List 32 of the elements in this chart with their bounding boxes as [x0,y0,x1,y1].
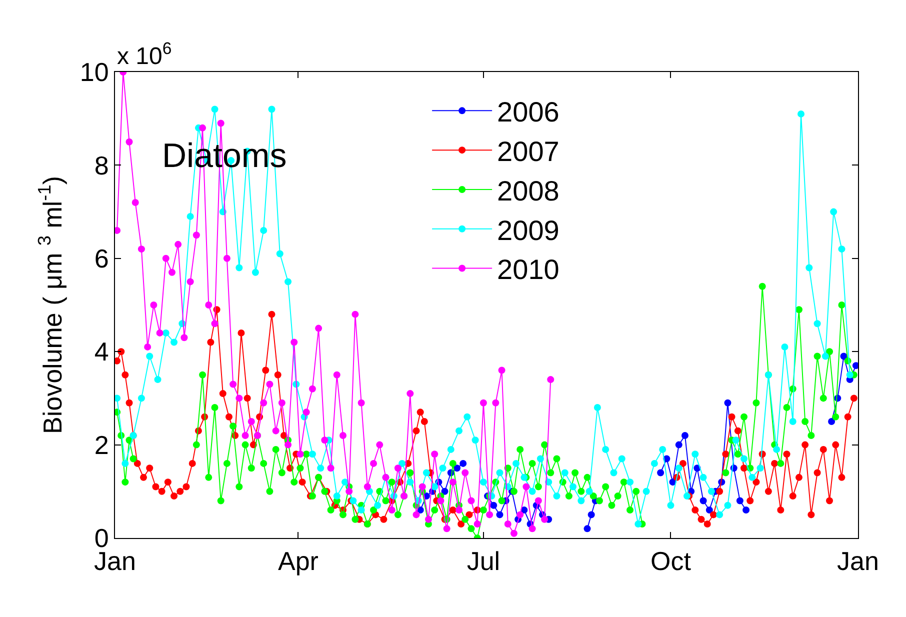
point [736,497,744,504]
x-tick-label: Apr [278,546,319,576]
legend-label: 2006 [497,96,560,128]
point [700,497,707,504]
point [675,441,682,448]
legend-label: 2009 [497,214,560,246]
point [657,469,664,476]
y-tick-label: 8 [94,150,109,180]
y-tick-label: 10 [80,57,109,88]
point [441,488,448,495]
y-tick-label: 4 [94,336,109,367]
legend-label: 2010 [497,254,560,286]
point [681,432,688,439]
point [706,506,713,514]
point [852,362,858,370]
point [496,511,504,518]
text: x 10$^{6}$ [117,39,172,70]
point [588,511,595,518]
point [724,399,732,406]
legend-label: 2008 [497,175,560,206]
point [453,464,460,472]
point [460,460,467,467]
point [742,506,750,514]
point [584,525,591,532]
y-tick-label: 2 [94,430,109,460]
x-tick-label: Oct [650,546,692,576]
x-tick-label: Jul [466,546,500,576]
point [828,418,836,425]
y-tick-label: 6 [94,244,109,274]
point [490,502,498,509]
x-tick-label: Jan [837,546,879,576]
legend-label: 2007 [497,136,560,167]
